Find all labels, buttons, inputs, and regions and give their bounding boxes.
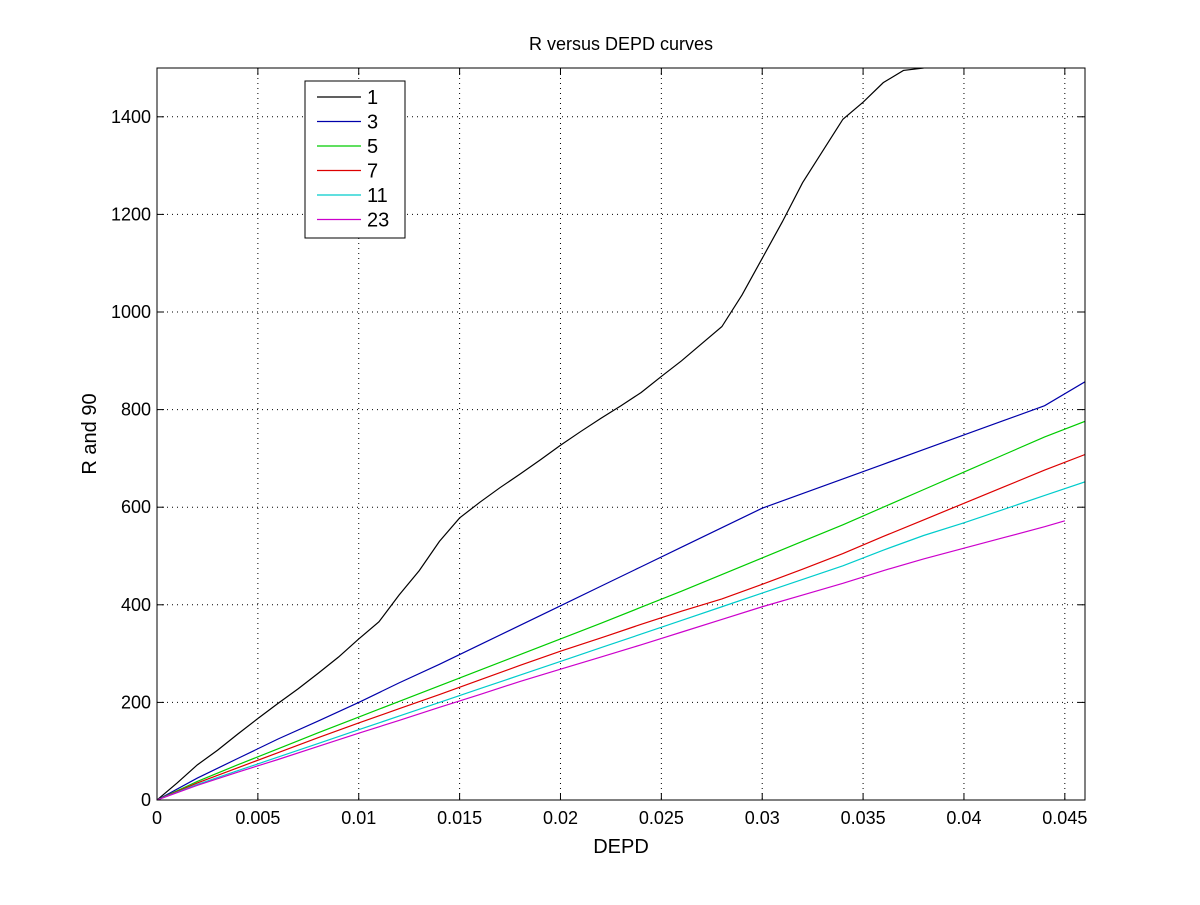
series-line-3 — [157, 381, 1085, 800]
legend-entry: 11 — [367, 185, 388, 207]
legend-entry: 5 — [367, 136, 378, 158]
x-tick-label: 0.025 — [639, 808, 684, 828]
x-tick-label: 0.03 — [745, 808, 780, 828]
series-line-7 — [157, 453, 1085, 800]
x-tick-label: 0.01 — [341, 808, 376, 828]
x-tick-label: 0.02 — [543, 808, 578, 828]
series-layer — [157, 68, 1085, 800]
plot-frame — [156, 67, 1086, 801]
x-tick-label: 0.04 — [946, 808, 981, 828]
y-tick-label: 200 — [121, 692, 151, 712]
chart-title: R versus DEPD curves — [529, 34, 713, 54]
legend: 1 35 711 23 — [304, 80, 406, 239]
x-tick-label: 0.005 — [235, 808, 280, 828]
series-line-5 — [157, 420, 1085, 800]
series-line-23 — [157, 520, 1065, 800]
series-line-1 — [157, 68, 924, 800]
y-tick-label: 1000 — [111, 302, 151, 322]
legend-entry: 23 — [367, 210, 389, 232]
legend-box — [304, 80, 406, 239]
grid — [157, 68, 1085, 800]
ticks: 0 0.005 0.01 0.015 0.02 0.025 0.03 0.035 0.04 0.0… — [111, 68, 1087, 828]
series-line-11 — [157, 481, 1085, 800]
x-tick-label: 0.045 — [1042, 808, 1087, 828]
x-tick-label: 0.015 — [437, 808, 482, 828]
x-tick-label: 0 — [152, 808, 162, 828]
x-tick-label: 0.035 — [841, 808, 886, 828]
y-axis-label: R and 90 — [79, 393, 101, 474]
x-axis-label: DEPD — [593, 836, 649, 858]
legend-entry: 1 — [367, 87, 378, 109]
y-tick-label: 400 — [121, 595, 151, 615]
legend-entry: 3 — [367, 112, 378, 134]
y-tick-label: 1400 — [111, 107, 151, 127]
y-tick-label: 0 — [141, 790, 151, 810]
legend-entry: 7 — [367, 161, 378, 183]
y-tick-label: 800 — [121, 400, 151, 420]
y-tick-label: 600 — [121, 497, 151, 517]
y-tick-label: 1200 — [111, 204, 151, 224]
